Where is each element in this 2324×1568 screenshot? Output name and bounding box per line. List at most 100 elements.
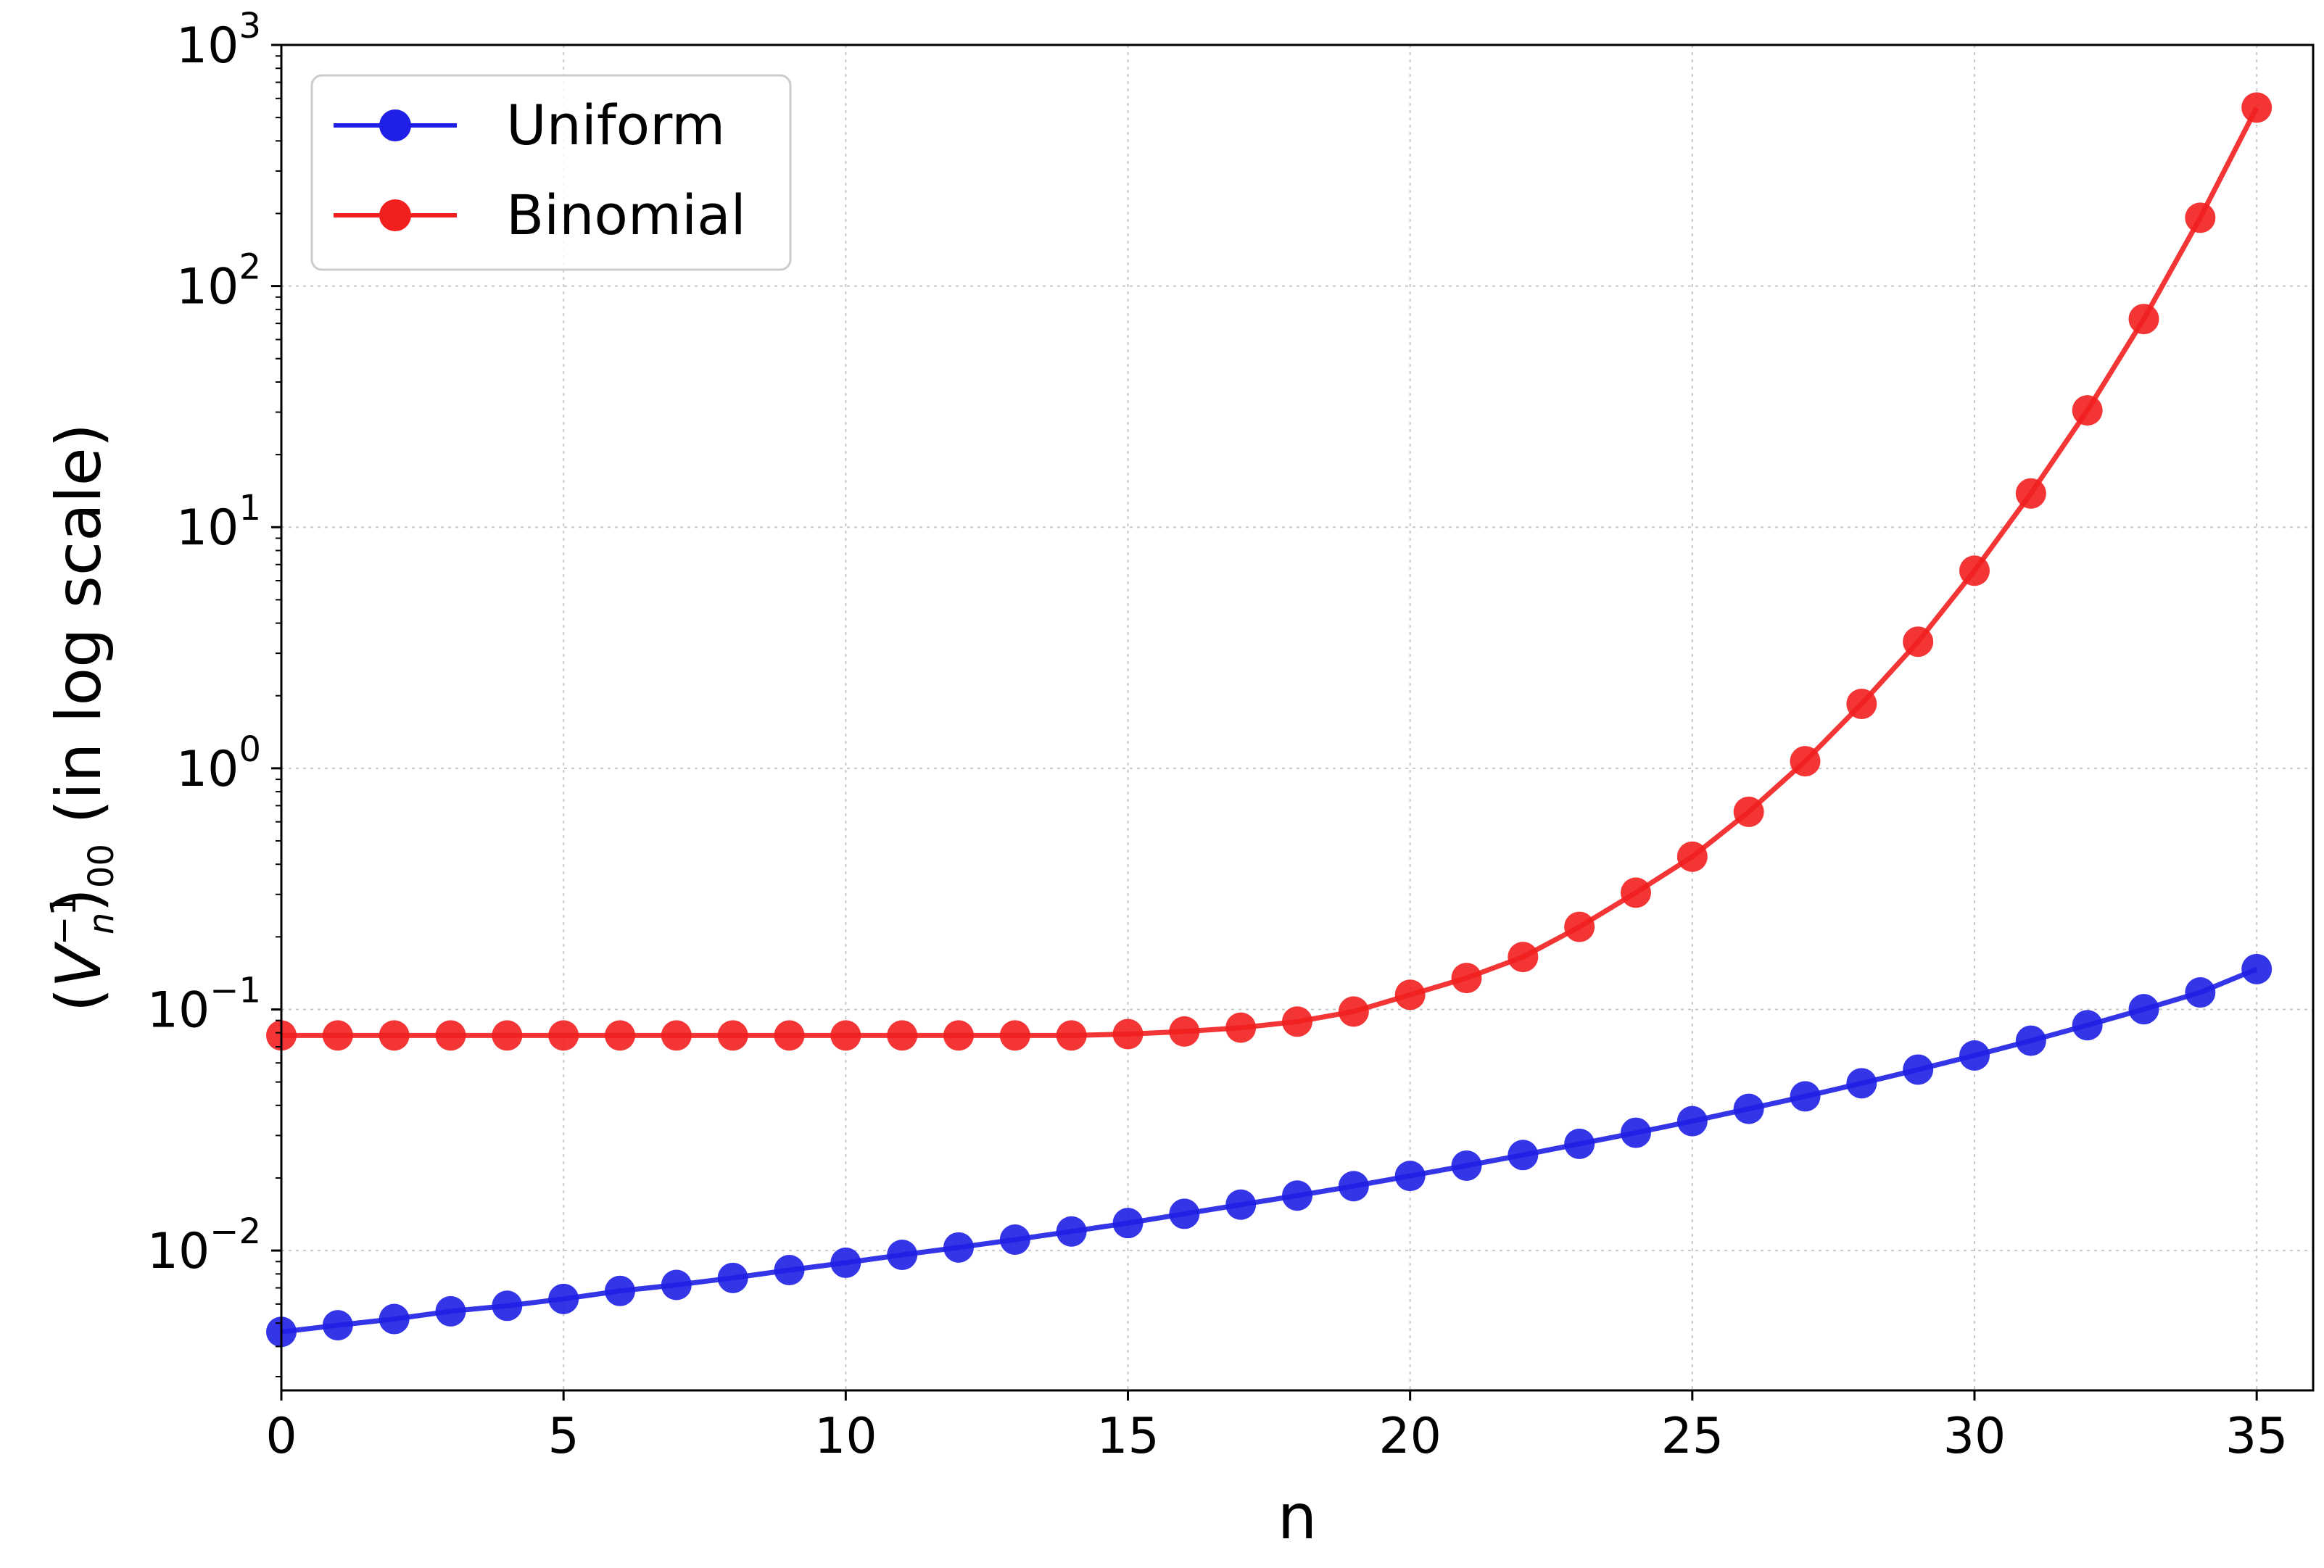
- data-point-uniform: [2185, 977, 2216, 1008]
- data-point-uniform: [1282, 1180, 1312, 1211]
- data-point-uniform: [2072, 1010, 2103, 1041]
- data-point-binomial: [830, 1020, 861, 1051]
- legend: Uniform Binomial: [310, 74, 792, 271]
- data-point-uniform: [943, 1232, 974, 1263]
- data-point-binomial: [1056, 1020, 1087, 1051]
- x-tick-label: 0: [265, 1408, 297, 1465]
- data-point-uniform: [322, 1310, 353, 1341]
- data-point-uniform: [1112, 1208, 1144, 1239]
- data-point-binomial: [1733, 796, 1764, 827]
- data-point-uniform: [1508, 1140, 1539, 1171]
- data-point-uniform: [774, 1254, 805, 1285]
- data-point-binomial: [1846, 688, 1877, 719]
- legend-label-uniform: Uniform: [506, 93, 725, 157]
- plot-frame: [280, 43, 2315, 1392]
- y-title-rest: (in log scale): [43, 423, 115, 844]
- data-point-binomial: [2015, 478, 2046, 509]
- data-point-uniform: [2241, 953, 2273, 984]
- data-point-uniform: [830, 1247, 861, 1278]
- x-tick-label: 10: [814, 1408, 877, 1465]
- y-title-var: V: [43, 942, 115, 988]
- x-tick-label: 35: [2225, 1408, 2288, 1465]
- ticks: 0 5 10 15 20 25 30 35 10−2 10−1 100 101 102 103: [147, 6, 2288, 1465]
- y-tick-label: 102: [176, 247, 261, 316]
- data-point-uniform: [2128, 994, 2159, 1025]
- x-tick-label: 5: [548, 1408, 579, 1465]
- data-point-uniform: [717, 1262, 748, 1293]
- data-point-binomial: [1508, 942, 1539, 973]
- data-point-binomial: [717, 1020, 748, 1051]
- x-tick-label: 20: [1378, 1408, 1442, 1465]
- data-point-binomial: [379, 1020, 410, 1051]
- y-title-sub-var: n: [81, 913, 122, 934]
- data-point-binomial: [1621, 877, 1651, 908]
- data-point-uniform: [1790, 1081, 1821, 1112]
- data-point-binomial: [2128, 304, 2159, 335]
- data-point-uniform: [1959, 1040, 1990, 1071]
- data-point-binomial: [2241, 92, 2273, 123]
- data-point-uniform: [1338, 1171, 1369, 1202]
- data-point-binomial: [1564, 911, 1595, 942]
- data-point-uniform: [1225, 1189, 1257, 1220]
- data-point-uniform: [1676, 1106, 1708, 1137]
- data-point-binomial: [774, 1020, 805, 1051]
- data-point-binomial: [2072, 395, 2103, 426]
- data-point-uniform: [1564, 1128, 1595, 1159]
- data-point-uniform: [548, 1283, 579, 1314]
- data-point-binomial: [1959, 555, 1990, 586]
- data-point-binomial: [322, 1020, 353, 1051]
- y-tick-label: 10−2: [147, 1211, 261, 1280]
- data-point-binomial: [1169, 1016, 1200, 1047]
- data-point-binomial: [1676, 841, 1708, 872]
- data-point-binomial: [1338, 996, 1369, 1027]
- x-tick-label: 15: [1096, 1408, 1159, 1465]
- data-point-binomial: [943, 1020, 974, 1051]
- data-point-binomial: [1451, 963, 1482, 994]
- y-title-close: ): [43, 888, 115, 913]
- data-point-uniform: [605, 1275, 635, 1306]
- data-point-binomial: [1394, 979, 1426, 1011]
- x-tick-label: 30: [1943, 1408, 2006, 1465]
- data-point-binomial: [1282, 1006, 1312, 1037]
- data-point-uniform: [1056, 1216, 1087, 1247]
- y-tick-label: 100: [176, 729, 261, 798]
- data-point-binomial: [492, 1020, 523, 1051]
- data-point-binomial: [661, 1020, 692, 1051]
- data-point-uniform: [2015, 1025, 2046, 1056]
- data-point-binomial: [999, 1020, 1030, 1051]
- data-point-binomial: [2185, 202, 2216, 233]
- data-point-uniform: [1621, 1117, 1651, 1148]
- y-tick-label: 103: [176, 6, 261, 75]
- legend-marker-binomial: [379, 199, 411, 231]
- data-point-uniform: [379, 1303, 410, 1335]
- y-title-subscript: 00: [81, 844, 122, 888]
- series-layer: [266, 92, 2273, 1348]
- data-point-binomial: [887, 1020, 918, 1051]
- y-title-superscript: −1: [44, 894, 84, 945]
- data-point-uniform: [1394, 1161, 1426, 1192]
- data-point-binomial: [1790, 746, 1821, 777]
- legend-label-binomial: Binomial: [506, 183, 746, 247]
- x-axis-title: n: [1278, 1481, 1318, 1554]
- data-point-uniform: [1846, 1068, 1877, 1099]
- data-point-binomial: [435, 1020, 466, 1051]
- data-point-uniform: [1451, 1150, 1482, 1181]
- data-point-uniform: [1733, 1093, 1764, 1124]
- data-point-binomial: [605, 1020, 635, 1051]
- data-point-binomial: [548, 1020, 579, 1051]
- data-point-uniform: [661, 1269, 692, 1301]
- legend-marker-uniform: [379, 109, 411, 141]
- data-point-binomial: [1225, 1012, 1257, 1043]
- data-point-uniform: [1903, 1054, 1934, 1085]
- data-point-uniform: [1169, 1198, 1200, 1229]
- x-tick-label: 25: [1661, 1408, 1724, 1465]
- data-point-binomial: [1903, 626, 1934, 658]
- data-point-uniform: [887, 1239, 918, 1270]
- data-point-uniform: [999, 1224, 1030, 1256]
- data-point-uniform: [492, 1290, 523, 1322]
- y-tick-label: 101: [176, 488, 261, 557]
- y-title-open: (: [43, 988, 115, 1013]
- y-tick-label: 10−1: [147, 970, 261, 1039]
